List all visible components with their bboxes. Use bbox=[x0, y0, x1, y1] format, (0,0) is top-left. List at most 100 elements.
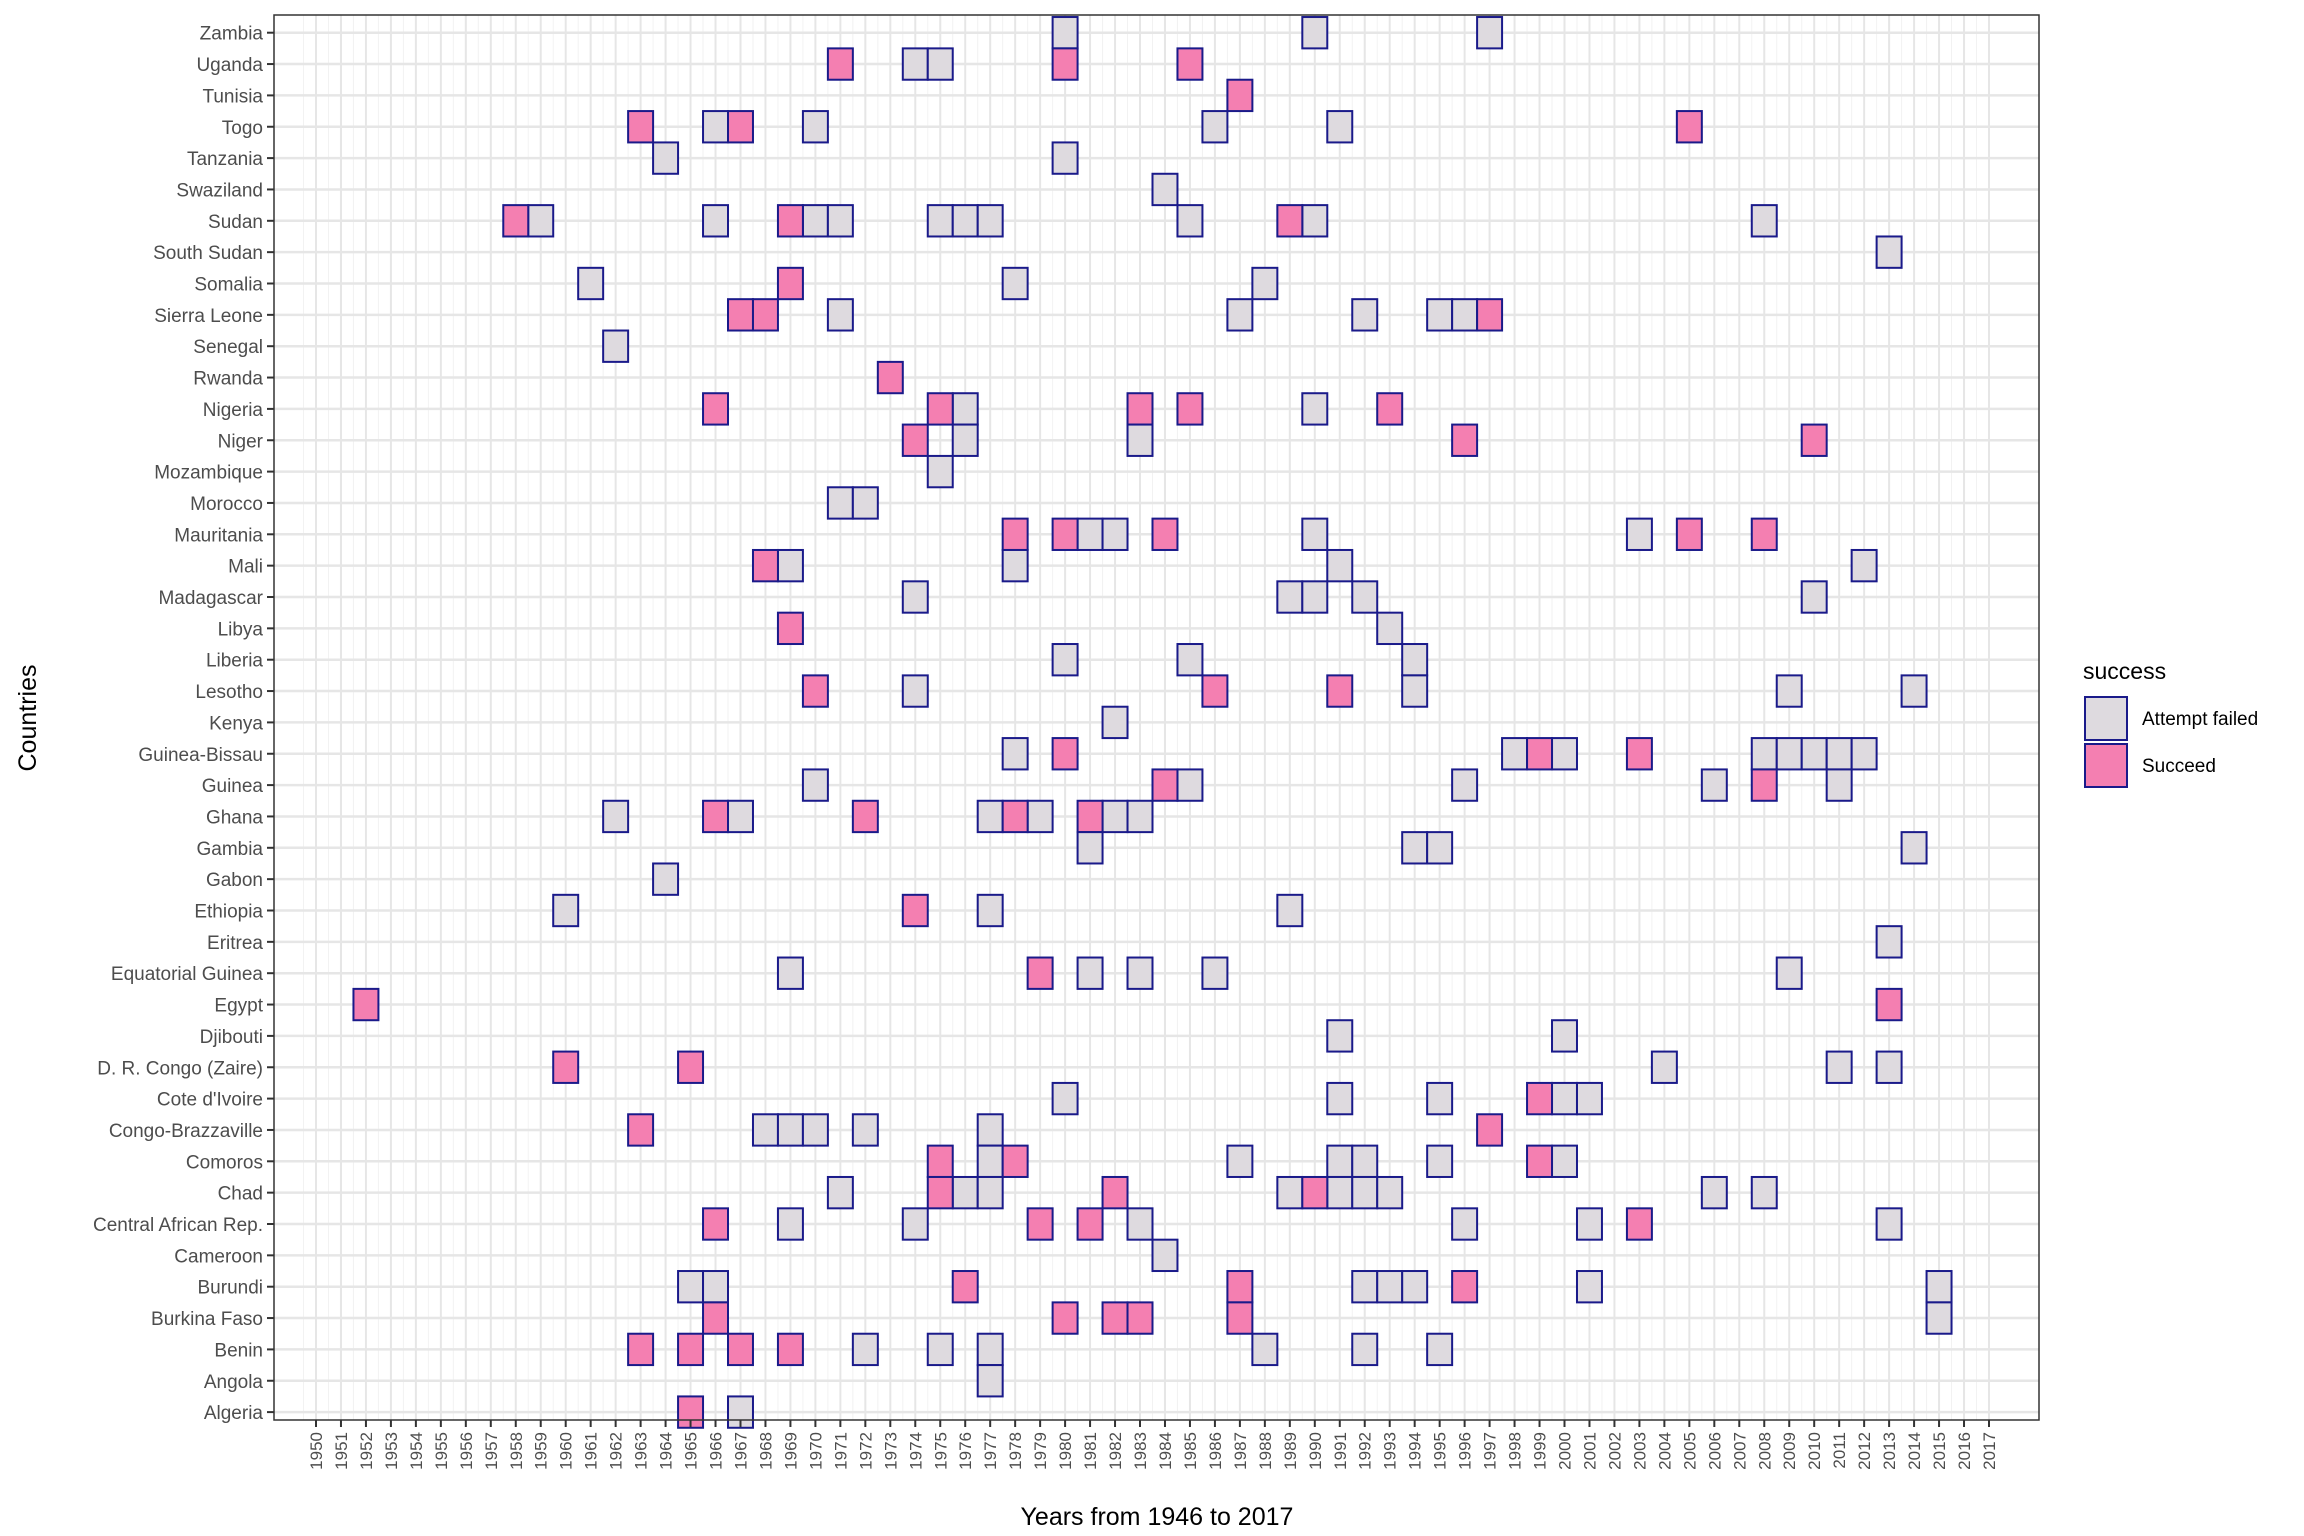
tile-uganda-1980-succeed bbox=[1051, 47, 1079, 81]
x-axis: 1950 1951 1952 1953 1954 1955 1956 1957 1958 1959… bbox=[307, 1420, 1999, 1470]
tile-benin-1975-failed bbox=[926, 1332, 954, 1367]
tile-madagascar-1989-failed bbox=[1276, 580, 1304, 614]
tile-ghana-1977-failed bbox=[976, 799, 1004, 834]
tile-chad-2008-failed bbox=[1750, 1175, 1778, 1210]
y-tick-label: Kenya bbox=[209, 713, 263, 734]
x-tick-label: 1969 bbox=[781, 1432, 800, 1470]
tile-burundi-1966-failed bbox=[702, 1270, 730, 1304]
tile-congo-brazzaville-1997-succeed bbox=[1476, 1113, 1504, 1147]
tile-madagascar-2010-failed bbox=[1800, 580, 1828, 614]
x-tick-label: 1991 bbox=[1331, 1432, 1350, 1470]
tile-chad-2006-failed bbox=[1700, 1175, 1728, 1210]
x-tick-label: 1959 bbox=[532, 1432, 551, 1470]
tile-benin-1967-succeed bbox=[727, 1332, 754, 1367]
y-tick-label: Central African Rep. bbox=[93, 1215, 263, 1236]
tile-mauritania-1982-failed bbox=[1101, 517, 1129, 551]
x-tick-label: 1988 bbox=[1256, 1432, 1275, 1470]
x-tick-label: 2002 bbox=[1605, 1432, 1624, 1470]
x-tick-label: 1950 bbox=[307, 1432, 326, 1470]
tile-central-african-rep-1983-failed bbox=[1126, 1207, 1154, 1241]
tile-mali-1991-failed bbox=[1326, 548, 1354, 583]
tile-zambia-1997-failed bbox=[1476, 16, 1504, 50]
x-tick-label: 1964 bbox=[657, 1432, 676, 1470]
y-tick-label: Sierra Leone bbox=[154, 306, 263, 327]
tile-guinea-bissau-1998-failed bbox=[1501, 737, 1529, 771]
x-tick-label: 1956 bbox=[457, 1432, 476, 1470]
tile-benin-1969-succeed bbox=[776, 1332, 804, 1367]
x-tick-label: 1998 bbox=[1506, 1432, 1525, 1470]
tile-lesotho-2014-failed bbox=[1900, 674, 1928, 708]
y-tick-label: Tanzania bbox=[187, 149, 263, 170]
legend-label-attempt-failed: Attempt failed bbox=[2142, 709, 2258, 730]
tile-togo-1986-failed bbox=[1201, 110, 1229, 144]
y-axis: Zambia Uganda Tunisia Togo Tanzania Swaziland… bbox=[93, 24, 274, 1424]
y-tick-label: Tunisia bbox=[202, 86, 263, 107]
tile-sierra-leone-1987-failed bbox=[1226, 298, 1254, 332]
tile-congo-brazzaville-1963-succeed bbox=[627, 1113, 655, 1147]
x-tick-label: 2007 bbox=[1730, 1432, 1749, 1470]
tile-djibouti-1991-failed bbox=[1326, 1019, 1354, 1053]
tile-ghana-1983-failed bbox=[1126, 799, 1154, 834]
y-tick-label: Lesotho bbox=[195, 682, 263, 703]
x-tick-label: 1967 bbox=[731, 1432, 750, 1470]
x-tick-label: 2003 bbox=[1630, 1432, 1649, 1470]
y-tick-label: Mozambique bbox=[154, 463, 263, 484]
tile-guinea-bissau-1980-succeed bbox=[1051, 737, 1079, 771]
tile-south-sudan-2013-failed bbox=[1875, 235, 1903, 269]
tile-cote-d-ivoire-1995-failed bbox=[1426, 1081, 1454, 1116]
tile-d-r-congo-zaire-2011-failed bbox=[1825, 1050, 1853, 1084]
tile-kenya-1982-failed bbox=[1101, 705, 1129, 740]
x-tick-label: 1971 bbox=[831, 1432, 850, 1470]
tile-equatorial-guinea-1981-failed bbox=[1076, 956, 1104, 990]
tile-ghana-1978-succeed bbox=[1001, 799, 1029, 834]
tile-guinea-bissau-2010-failed bbox=[1800, 737, 1828, 771]
y-axis-title: Countries bbox=[14, 665, 42, 772]
y-tick-label: Guinea-Bissau bbox=[138, 745, 263, 766]
tile-comoros-1999-succeed bbox=[1526, 1144, 1554, 1178]
tile-mauritania-1978-succeed bbox=[1001, 517, 1029, 551]
tile-mozambique-1975-failed bbox=[926, 454, 954, 489]
tile-niger-1974-succeed bbox=[901, 423, 929, 457]
y-tick-label: Comoros bbox=[186, 1152, 263, 1173]
x-tick-label: 1996 bbox=[1456, 1432, 1475, 1470]
tile-sudan-1976-failed bbox=[951, 204, 979, 238]
tile-tunisia-1987-succeed bbox=[1226, 78, 1254, 113]
x-tick-label: 2010 bbox=[1805, 1432, 1824, 1470]
tile-guinea-bissau-2008-failed bbox=[1750, 737, 1778, 771]
y-tick-label: Chad bbox=[218, 1184, 263, 1205]
y-tick-label: D. R. Congo (Zaire) bbox=[97, 1058, 263, 1079]
x-tick-label: 1958 bbox=[507, 1432, 526, 1470]
tile-benin-1972-failed bbox=[851, 1332, 879, 1367]
x-tick-label: 1965 bbox=[682, 1432, 701, 1470]
x-axis-title: Years from 1946 to 2017 bbox=[1021, 1503, 1294, 1531]
tile-ghana-1967-failed bbox=[727, 799, 754, 834]
tile-d-r-congo-zaire-1965-succeed bbox=[677, 1050, 705, 1084]
legend-title: success bbox=[2083, 658, 2166, 684]
x-tick-label: 1970 bbox=[806, 1432, 825, 1470]
tile-mauritania-2003-failed bbox=[1625, 517, 1653, 551]
x-tick-label: 2009 bbox=[1780, 1432, 1799, 1470]
tile-guinea-bissau-2003-succeed bbox=[1625, 737, 1653, 771]
tile-tanzania-1964-failed bbox=[652, 141, 680, 175]
tile-mauritania-1980-succeed bbox=[1051, 517, 1079, 551]
tile-gambia-2014-failed bbox=[1900, 831, 1928, 865]
tile-burundi-1965-failed bbox=[677, 1270, 705, 1304]
tile-zambia-1980-failed bbox=[1051, 16, 1079, 50]
tile-guinea-2006-failed bbox=[1700, 768, 1728, 802]
tile-d-r-congo-zaire-1960-succeed bbox=[552, 1050, 580, 1084]
y-tick-label: Madagascar bbox=[158, 588, 263, 609]
x-tick-label: 1954 bbox=[407, 1432, 426, 1470]
tile-uganda-1985-succeed bbox=[1176, 47, 1204, 81]
tile-congo-brazzaville-1972-failed bbox=[851, 1113, 879, 1147]
x-tick-label: 1975 bbox=[931, 1432, 950, 1470]
y-tick-label: Somalia bbox=[194, 275, 263, 296]
y-tick-label: Cote d'Ivoire bbox=[157, 1090, 263, 1111]
tile-ethiopia-1989-failed bbox=[1276, 893, 1304, 928]
tile-burundi-2015-failed bbox=[1925, 1270, 1953, 1304]
tile-ghana-1981-succeed bbox=[1076, 799, 1104, 834]
x-tick-label: 1951 bbox=[332, 1432, 351, 1470]
tile-d-r-congo-zaire-2004-failed bbox=[1650, 1050, 1678, 1084]
tile-mauritania-1984-succeed bbox=[1151, 517, 1179, 551]
x-tick-label: 2008 bbox=[1755, 1432, 1774, 1470]
